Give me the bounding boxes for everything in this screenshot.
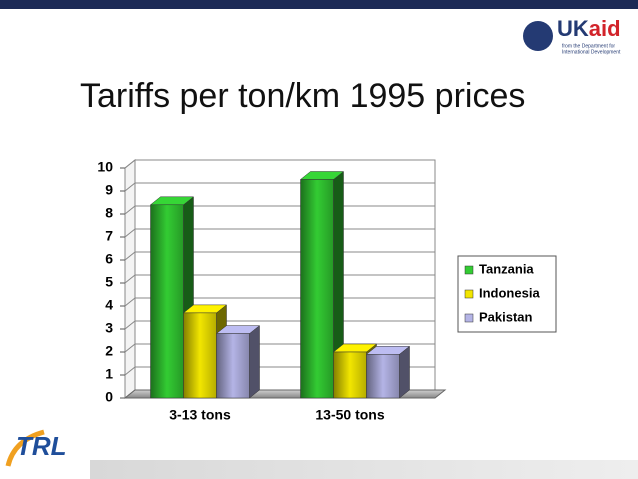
y-tick-label: 3 [105, 320, 113, 336]
trl-logo: TRL [16, 431, 67, 461]
y-tick-label: 6 [105, 251, 113, 267]
legend-box [457, 255, 557, 333]
legend-swatch [464, 289, 474, 299]
bar [216, 333, 250, 399]
dfid-line: International Development [562, 49, 621, 55]
trl-swoosh [5, 429, 45, 467]
dfid-line: from the Department for [562, 43, 615, 49]
y-tick-label: 1 [105, 366, 113, 382]
legend-label: Indonesia [479, 285, 540, 300]
bottom-strip [90, 460, 638, 479]
ukaid-logo: UKaid [557, 16, 621, 41]
bar-side [399, 345, 410, 399]
bar [300, 179, 334, 399]
y-tick-label: 5 [105, 274, 113, 290]
x-tick-label: 13-50 tons [315, 407, 384, 423]
y-tick-label: 9 [105, 182, 113, 198]
bar [150, 204, 184, 399]
y-tick-label: 2 [105, 343, 113, 359]
bar [333, 351, 367, 399]
chart-title: Tariffs per ton/km 1995 prices [80, 77, 525, 115]
legend-swatch [464, 313, 474, 323]
y-tick-label: 0 [105, 389, 113, 405]
bar-side [249, 325, 260, 399]
crest [523, 21, 553, 51]
chart: 0 1 2 3 4 5 6 7 8 9 10 3-13 tons 13-50 tons Tanzania I… [97, 159, 557, 423]
bar [183, 312, 217, 399]
bar [366, 354, 400, 399]
legend-label: Tanzania [479, 261, 534, 276]
grid-line [124, 159, 435, 169]
y-tick-label: 8 [105, 205, 113, 221]
y-tick-label: 7 [105, 228, 113, 244]
aid: aid [589, 16, 621, 41]
y-tick-label: 4 [105, 297, 113, 313]
y-tick-label: 10 [97, 159, 113, 175]
uk: UK [557, 16, 589, 41]
legend-label: Pakistan [479, 309, 533, 324]
legend-swatch [464, 265, 474, 275]
top-bar [0, 0, 638, 9]
x-tick-label: 3-13 tons [169, 407, 231, 423]
